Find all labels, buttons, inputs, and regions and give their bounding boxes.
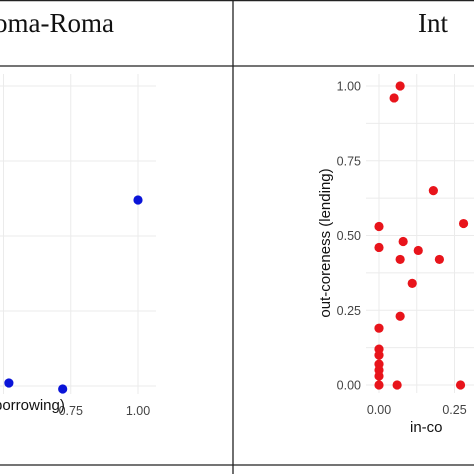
right-scatter-point-18 bbox=[434, 254, 444, 265]
left-scatter-panel: 0.75 1.00 borrowing) bbox=[0, 74, 156, 418]
right-scatter-point-14 bbox=[398, 236, 408, 247]
right-x-tick-label-0: 0.00 bbox=[367, 403, 391, 417]
right-points bbox=[374, 81, 469, 390]
right-scatter-point-16 bbox=[413, 245, 423, 256]
right-y-tick-label-3: 0.75 bbox=[337, 154, 361, 168]
left-points bbox=[4, 195, 143, 394]
right-scatter-point-20 bbox=[458, 218, 469, 229]
right-y-tick-label-0: 0.00 bbox=[337, 379, 361, 393]
right-scatter-point-19 bbox=[455, 380, 466, 390]
right-scatter-point-15 bbox=[407, 278, 417, 288]
left-x-tick-labels: 0.75 1.00 bbox=[59, 404, 151, 418]
right-x-tick-label-1: 0.25 bbox=[442, 403, 466, 417]
right-x-axis-label: in-co bbox=[410, 419, 443, 436]
right-scatter-point-3 bbox=[374, 359, 384, 369]
right-scatter-point-5 bbox=[374, 344, 384, 354]
left-scatter-point-2 bbox=[4, 378, 14, 388]
left-x-tick-label-1: 1.00 bbox=[126, 404, 150, 418]
right-scatter-point-17 bbox=[428, 186, 438, 196]
right-scatter-point-13 bbox=[395, 254, 405, 265]
right-scatter-point-8 bbox=[374, 221, 384, 232]
left-scatter-point-1 bbox=[133, 195, 143, 205]
left-x-tick-label-0: 0.75 bbox=[59, 404, 83, 418]
right-scatter-point-9 bbox=[389, 93, 399, 103]
right-scatter-panel: 0.00 0.25 0.00 0.25 0.50 0.75 1.00 in-co out-… bbox=[317, 74, 474, 436]
left-x-axis-label: borrowing) bbox=[0, 397, 65, 414]
right-y-tick-labels: 0.00 0.25 0.50 0.75 1.00 bbox=[337, 80, 361, 393]
left-scatter-point-3 bbox=[58, 384, 68, 394]
right-gridlines bbox=[366, 74, 474, 393]
right-x-tick-labels: 0.00 0.25 bbox=[367, 403, 467, 417]
right-y-tick-label-1: 0.25 bbox=[337, 304, 361, 318]
right-scatter-point-11 bbox=[392, 380, 402, 390]
panel-title-left: oma-Roma bbox=[0, 8, 114, 38]
right-scatter-point-6 bbox=[374, 323, 384, 333]
left-gridlines bbox=[0, 74, 156, 394]
right-y-tick-label-4: 1.00 bbox=[337, 80, 361, 94]
right-scatter-point-12 bbox=[395, 311, 405, 321]
right-y-tick-label-2: 0.50 bbox=[337, 229, 361, 243]
right-scatter-point-10 bbox=[395, 81, 405, 91]
panel-title-right: Int bbox=[418, 8, 448, 38]
right-y-axis-label: out-coreness (lending) bbox=[317, 168, 334, 317]
right-scatter-point-7 bbox=[374, 242, 384, 253]
right-scatter-point-0 bbox=[374, 380, 384, 390]
